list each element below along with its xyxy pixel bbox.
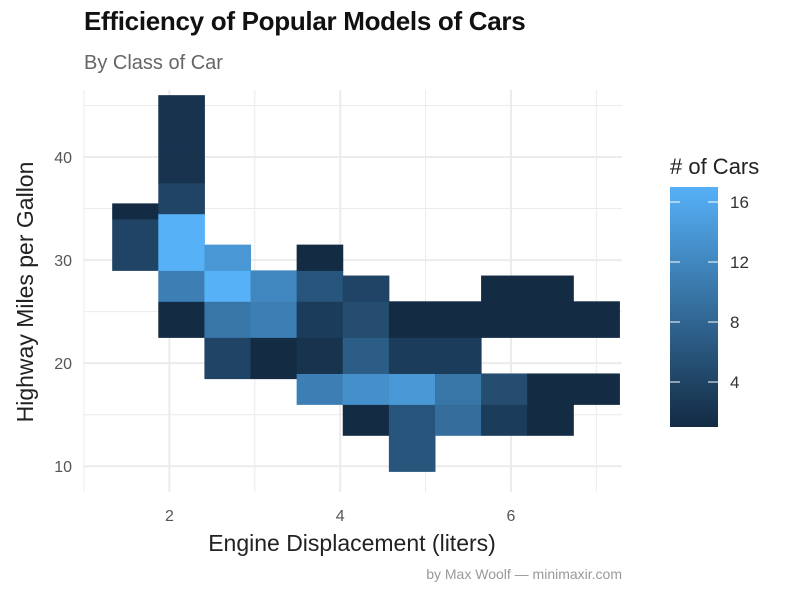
- heatmap-cell: [388, 337, 436, 374]
- x-axis-title: Engine Displacement (liters): [208, 530, 496, 556]
- heatmap-cell: [250, 301, 298, 338]
- heatmap-cell: [158, 213, 205, 271]
- heatmap-cell: [296, 337, 344, 374]
- heatmap-cell: [204, 270, 252, 302]
- heatmap-cell: [527, 404, 574, 436]
- heatmap-cell: [573, 301, 620, 338]
- y-axis-title: Highway Miles per Gallon: [12, 162, 38, 423]
- legend-tick-label: 16: [730, 193, 749, 212]
- heatmap-cell: [204, 301, 252, 338]
- heatmap-cell: [158, 270, 205, 302]
- legend-tick-label: 12: [730, 253, 749, 272]
- heatmap-cell: [481, 275, 528, 338]
- heatmap-cell: [112, 218, 159, 271]
- heatmap-cell: [342, 275, 390, 302]
- heatmap-cell: [527, 275, 574, 338]
- heatmap-cell: [204, 337, 252, 380]
- heatmap-cell: [434, 404, 482, 436]
- heatmap-cell: [342, 301, 390, 338]
- heatmap-cell: [158, 146, 205, 184]
- heatmap-cell: [158, 301, 205, 338]
- heatmap-cell: [250, 270, 298, 302]
- heatmap-cell: [481, 373, 528, 405]
- heatmap-cell: [250, 337, 298, 380]
- x-tick-label: 2: [165, 508, 174, 525]
- heatmap-cell: [342, 337, 390, 374]
- heatmap-cell: [434, 301, 482, 338]
- legend-tick-label: 8: [730, 313, 739, 332]
- heatmap-cell: [342, 404, 390, 436]
- heatmap-cell: [527, 373, 574, 405]
- axis-layer: 2 4 6 10 20 30 40: [54, 150, 515, 525]
- heatmap-cell: [573, 373, 620, 405]
- heatmap-cell: [388, 301, 436, 338]
- heatmap-cell: [388, 373, 436, 405]
- y-tick-label: 10: [54, 459, 72, 476]
- heatmap-cell: [342, 373, 390, 405]
- chart-caption: by Max Woolf — minimaxir.com: [426, 566, 622, 582]
- heatmap-cell: [296, 373, 344, 405]
- legend-title: # of Cars: [670, 154, 760, 179]
- x-tick-label: 6: [507, 508, 516, 525]
- heatmap-cells: [112, 95, 620, 472]
- heatmap-cell: [296, 270, 344, 302]
- heatmap-cell: [158, 95, 205, 148]
- legend-colorbar: 4 8 12 16: [670, 187, 749, 427]
- chart-title: Efficiency of Popular Models of Cars: [84, 6, 526, 36]
- heatmap-cell: [296, 244, 344, 271]
- y-tick-label: 20: [54, 356, 72, 373]
- legend-tick-label: 4: [730, 373, 739, 392]
- heatmap-cell: [296, 301, 344, 338]
- heatmap-cell: [481, 404, 528, 436]
- y-tick-label: 40: [54, 150, 72, 167]
- legend-gradient: [670, 187, 718, 427]
- heatmap-cell: [388, 404, 436, 436]
- heatmap-cell: [112, 203, 159, 220]
- y-tick-label: 30: [54, 253, 72, 270]
- x-tick-label: 4: [336, 508, 345, 525]
- heatmap-cell: [434, 373, 482, 405]
- chart-subtitle: By Class of Car: [84, 52, 223, 74]
- heatmap-cell: [158, 182, 205, 215]
- heatmap-cell: [434, 337, 482, 374]
- heatmap-cell: [204, 244, 252, 271]
- heatmap-cell: [388, 435, 436, 472]
